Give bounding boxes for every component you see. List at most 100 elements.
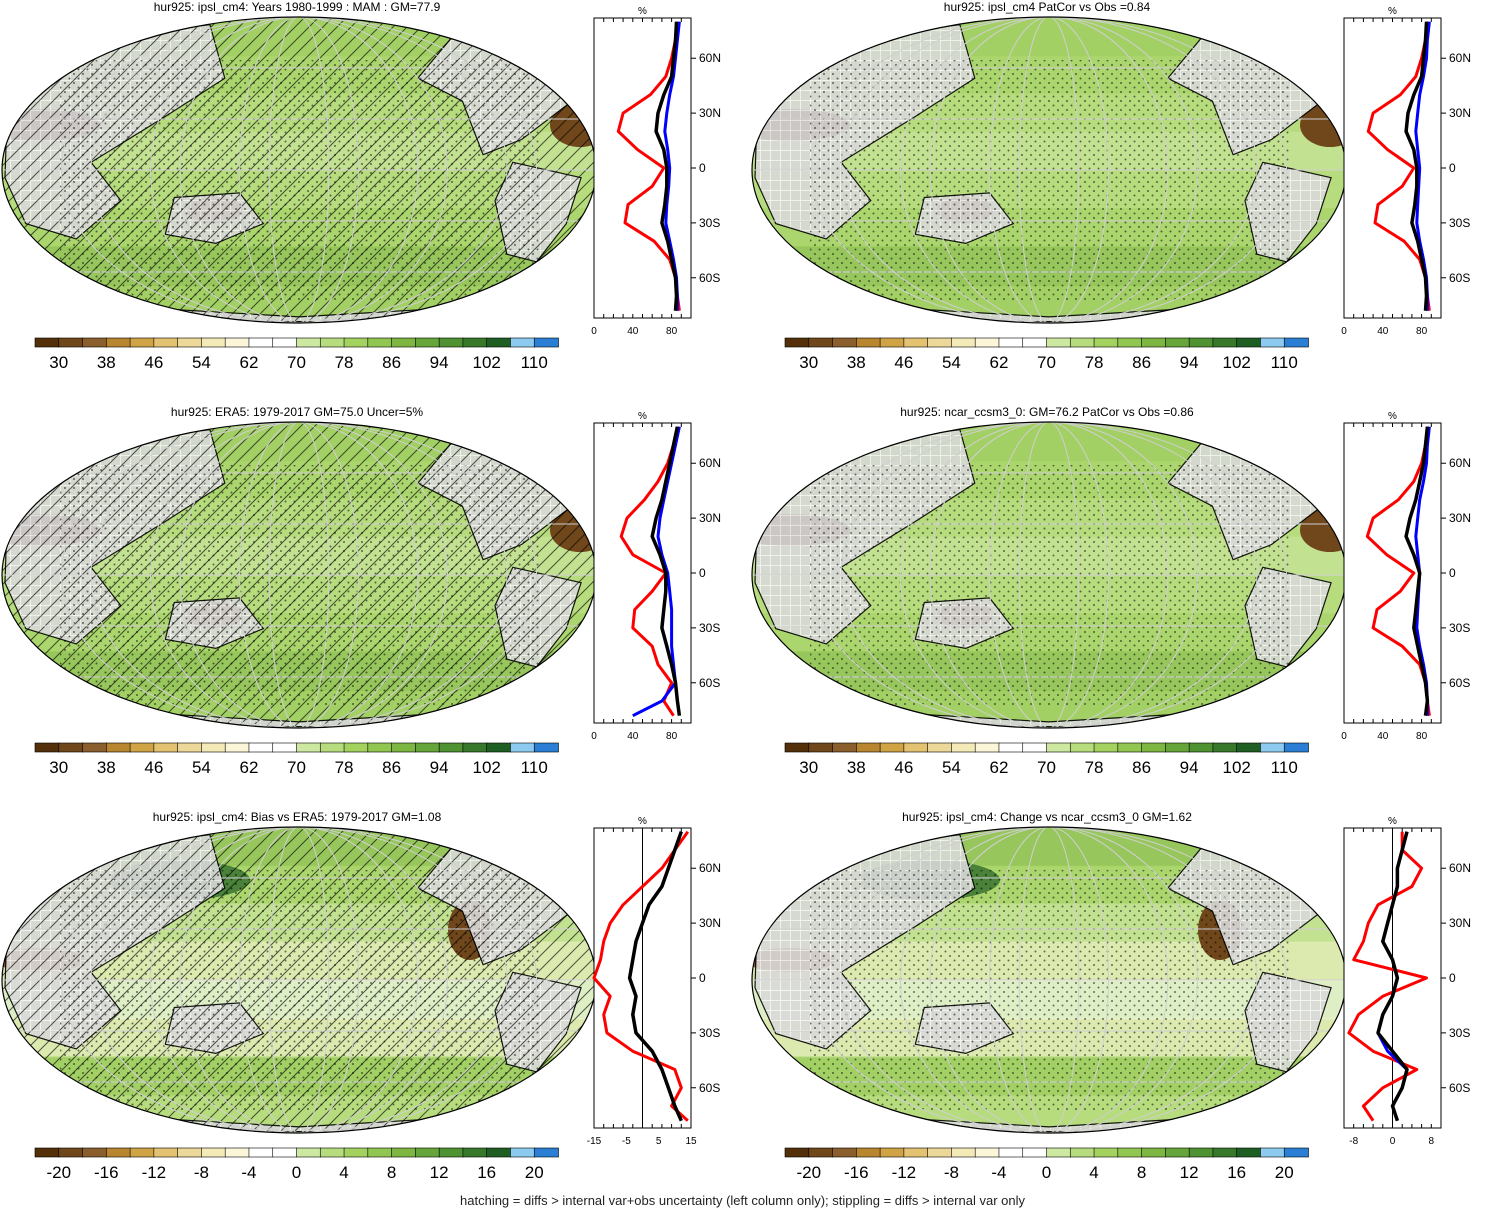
colorbar-swatch (1236, 337, 1262, 348)
colorbar-swatch (129, 742, 155, 753)
colorbar-swatch (951, 742, 976, 753)
colorbar-swatch (1093, 1147, 1119, 1158)
colorbar-swatch (1046, 742, 1072, 753)
colorbar-swatch (106, 1147, 131, 1158)
colorbar-tick-label: 78 (335, 758, 354, 777)
colorbar-swatch (1093, 742, 1119, 753)
colorbar-swatch (153, 1147, 179, 1158)
zonal-x-tick-label: 40 (627, 326, 639, 337)
graticule-meridian (1018, 422, 1080, 728)
stippling-overlay (810, 870, 1290, 1110)
colorbar-swatch (998, 1147, 1024, 1158)
zonal-series-line (1376, 831, 1409, 1122)
colorbar-swatch (248, 337, 274, 348)
colorbar-swatch (106, 337, 131, 348)
colorbar-tick-label: 0 (292, 1163, 301, 1182)
zonal-lat-label: 30S (1449, 1026, 1470, 1040)
zonal-lat-label: 30S (1449, 621, 1470, 635)
zonal-lat-label: 0 (1449, 971, 1456, 985)
zonal-series-line (650, 426, 682, 716)
colorbar-swatch (927, 337, 953, 348)
graticule-meridian (900, 827, 1198, 1133)
colorbar-tick-label: 30 (49, 353, 68, 372)
colorbar-swatch (1212, 742, 1238, 753)
zonal-mean-plot: % 60N 30N 0 30S 60S 0 40 80 (1341, 6, 1471, 337)
colorbar: 30 38 46 54 62 70 78 86 94 102 110 (34, 337, 559, 372)
graticule-meridian (900, 422, 1198, 728)
colorbar-tick-label: 46 (894, 758, 913, 777)
colorbar-swatch (1236, 742, 1262, 753)
zonal-unit-label: % (1388, 411, 1397, 422)
graticule-meridian (989, 17, 1109, 323)
colorbar-swatch (153, 337, 179, 348)
colorbar-swatch (879, 742, 905, 753)
graticule-meridian (179, 827, 419, 1133)
graticule-meridian (929, 827, 1169, 1133)
colorbar-swatch (319, 1147, 345, 1158)
colorbar-tick-label: -4 (241, 1163, 256, 1182)
graticule-meridian (1018, 17, 1080, 323)
colorbar-swatch (486, 742, 512, 753)
zonal-lat-label: 60S (699, 271, 720, 285)
colorbar-tick-label: 86 (382, 353, 401, 372)
map-lat-band (752, 827, 1346, 867)
colorbar-swatch (808, 337, 834, 348)
map-lat-band (752, 17, 1346, 57)
colorbar-swatch (808, 1147, 834, 1158)
colorbar-tick-label: -12 (892, 1163, 917, 1182)
stippling-overlay (810, 60, 1290, 300)
colorbar-tick-label: -16 (94, 1163, 119, 1182)
colorbar-swatch (248, 742, 274, 753)
colorbar-swatch (462, 1147, 488, 1158)
panel-title: hur925: ipsl_cm4 PatCor vs Obs =0.84 (944, 0, 1151, 14)
graticule-meridian (179, 17, 419, 323)
graticule-meridian (150, 827, 448, 1133)
colorbar-swatch (343, 742, 369, 753)
colorbar-swatch (296, 337, 322, 348)
zonal-lat-label: 60S (1449, 676, 1470, 690)
colorbar-swatch (974, 337, 1000, 348)
zonal-lat-label: 60S (699, 676, 720, 690)
graticule-meridian (90, 422, 508, 728)
graticule-meridian (810, 17, 1288, 323)
colorbar-swatch (319, 742, 345, 753)
colorbar-swatch (1117, 1147, 1143, 1158)
colorbar-swatch (201, 1147, 226, 1158)
colorbar-swatch (82, 1147, 108, 1158)
zonal-unit-label: % (638, 816, 647, 827)
colorbar-swatch (998, 337, 1024, 348)
colorbar-swatch (82, 337, 108, 348)
colorbar-tick-label: 62 (989, 353, 1008, 372)
graticule-meridian (239, 17, 359, 323)
colorbar-tick-label: 110 (1271, 353, 1298, 372)
colorbar-swatch (1117, 742, 1143, 753)
colorbar-tick-label: 38 (97, 758, 116, 777)
zonal-mean-plot: % 60N 30N 0 30S 60S 0 40 80 (1341, 411, 1471, 742)
graticule-meridian (150, 422, 448, 728)
colorbar-swatch (1117, 337, 1143, 348)
colorbar-swatch (1283, 337, 1309, 348)
zonal-lat-label: 60N (1449, 51, 1471, 65)
colorbar-swatch (1188, 337, 1214, 348)
colorbar-swatch (462, 337, 488, 348)
zonal-x-tick-label: 40 (627, 731, 639, 742)
colorbar-tick-label: 46 (144, 353, 163, 372)
colorbar-tick-label: 8 (1137, 1163, 1146, 1182)
graticule-meridian (239, 827, 359, 1133)
colorbar-tick-label: 94 (1180, 353, 1199, 372)
zonal-lat-label: 60N (1449, 456, 1471, 470)
colorbar-tick-label: 102 (472, 353, 500, 372)
colorbar-swatch (1069, 1147, 1095, 1158)
colorbar-swatch (224, 742, 250, 753)
colorbar-tick-label: 70 (1037, 353, 1056, 372)
colorbar-swatch (903, 1147, 929, 1158)
zonal-mean-plot: % 60N 30N 0 30S 60S 0 40 80 (591, 411, 721, 742)
colorbar-swatch (510, 1147, 536, 1158)
colorbar-swatch (177, 742, 203, 753)
graticule-meridian (1018, 827, 1080, 1133)
colorbar-swatch (296, 1147, 322, 1158)
colorbar-swatch (903, 742, 929, 753)
graticule-meridian (989, 422, 1109, 728)
colorbar-swatch (1141, 337, 1167, 348)
colorbar-swatch (974, 742, 1000, 753)
